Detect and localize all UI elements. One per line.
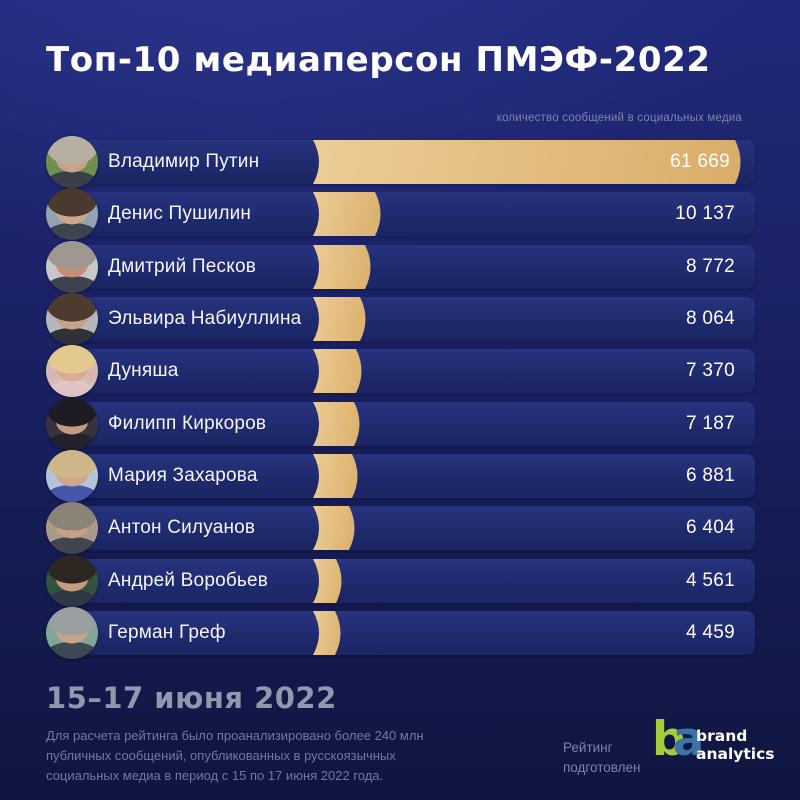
chart-row: Денис Пушилин 10 137 [46,188,755,240]
value-label: 4 459 [685,622,735,643]
value-label: 8 064 [685,308,735,329]
brand-analytics-logo: ba brand analytics [652,712,782,782]
avatar [46,398,98,450]
logo-word-brand: brand [696,727,748,745]
chart-row: Дмитрий Песков 8 772 [46,241,755,293]
value-bar [312,297,372,341]
bar-chart: Владимир Путин 61 669 Денис Пушилин 10 137 Д… [46,136,755,660]
value-label: 10 137 [675,203,735,224]
value-bar [312,402,366,446]
avatar [46,345,98,397]
person-name: Герман Греф [108,622,226,643]
chart-row: Владимир Путин 61 669 [46,136,755,188]
avatar [46,293,98,345]
value-bar [312,349,368,393]
date-range: 15–17 июня 2022 [46,681,337,715]
value-bar [312,192,387,236]
logo-word-analytics: analytics [696,744,775,763]
avatar [46,502,98,554]
value-bar [312,454,364,498]
chart-row: Дуняша 7 370 [46,345,755,397]
logo-letter-b: b [652,712,686,767]
value-label: 4 561 [685,570,735,591]
avatar [46,241,98,293]
person-name: Андрей Воробьев [108,570,269,591]
person-name: Эльвира Набиуллина [108,308,302,329]
chart-row: Герман Греф 4 459 [46,607,755,659]
value-bar [312,140,747,184]
value-bar [312,559,348,603]
logo-letter-a: a [672,712,705,767]
value-bar [312,245,377,289]
avatar [46,555,98,607]
chart-row: Антон Силуанов 6 404 [46,502,755,554]
prepared-by-label: Рейтинг подготовлен [563,740,641,776]
person-name: Антон Силуанов [108,517,256,538]
avatar [46,188,98,240]
logo-mark-icon: ba [652,708,704,772]
page-title: Топ-10 медиаперсон ПМЭФ-2022 [46,40,711,80]
value-label: 6 404 [685,517,735,538]
chart-row: Мария Захарова 6 881 [46,450,755,502]
person-name: Владимир Путин [108,151,260,172]
chart-row: Эльвира Набиуллина 8 064 [46,293,755,345]
person-name: Денис Пушилин [108,203,252,224]
value-bar [312,506,361,550]
value-label: 61 669 [670,151,730,172]
chart-row: Филипп Киркоров 7 187 [46,398,755,450]
person-name: Дмитрий Песков [108,256,257,277]
methodology-note: Для расчета рейтинга было проанализирова… [46,728,424,784]
value-label: 6 881 [685,465,735,486]
value-bar [312,611,347,655]
avatar [46,450,98,502]
avatar [46,136,98,188]
person-name: Филипп Киркоров [108,413,267,434]
value-label: 8 772 [685,256,735,277]
logo-wordmark: brand analytics [696,727,775,764]
avatar [46,607,98,659]
value-label: 7 187 [685,413,735,434]
value-axis-label: количество сообщений в социальных медиа [496,112,742,124]
chart-row: Андрей Воробьев 4 561 [46,555,755,607]
person-name: Дуняша [108,360,179,381]
person-name: Мария Захарова [108,465,258,486]
value-label: 7 370 [685,360,735,381]
